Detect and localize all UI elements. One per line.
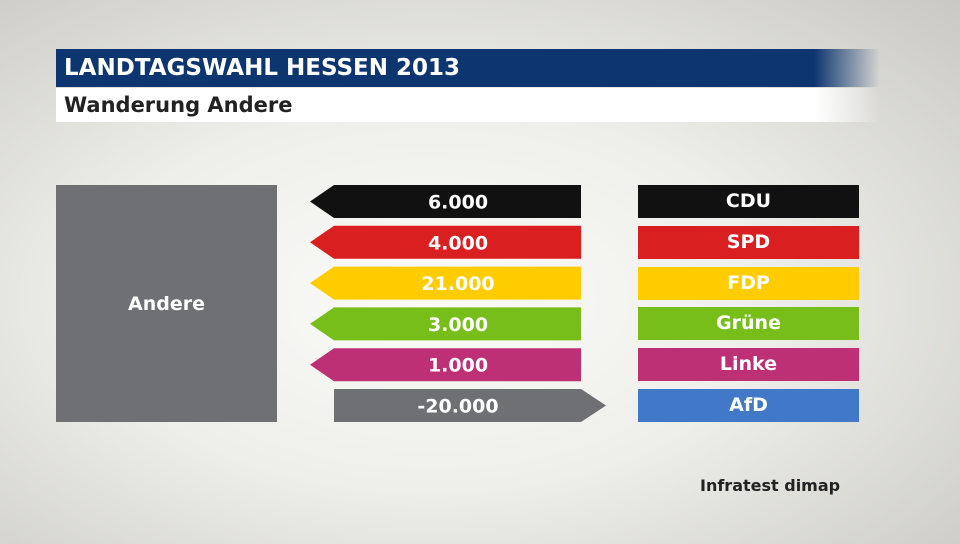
flow-arrow-linke [310,348,581,382]
value-label: 6.000 [428,192,488,214]
party-label: SPD [638,225,859,259]
party-label: Linke [638,348,859,382]
flow-arrow-grüne [310,307,581,341]
value-label: 4.000 [428,232,488,254]
flow-arrow-cdu [310,185,581,218]
party-label: FDP [638,266,859,300]
party-label: AfD [638,389,859,422]
flow-arrow-spd [310,225,581,259]
party-label: Grüne [638,307,859,341]
page-subtitle: Wanderung Andere [56,88,880,122]
value-label: 21.000 [421,273,494,295]
value-label: 1.000 [428,355,488,377]
flow-arrow-afd [334,389,606,422]
party-label: CDU [638,185,859,218]
page-title: LANDTAGSWAHL HESSEN 2013 [56,49,880,87]
value-label: 3.000 [428,314,488,336]
source-credit: Infratest dimap [700,476,841,495]
flow-arrow-fdp [310,266,581,300]
value-label: -20.000 [417,396,498,418]
source-party-box: Andere [56,185,277,422]
